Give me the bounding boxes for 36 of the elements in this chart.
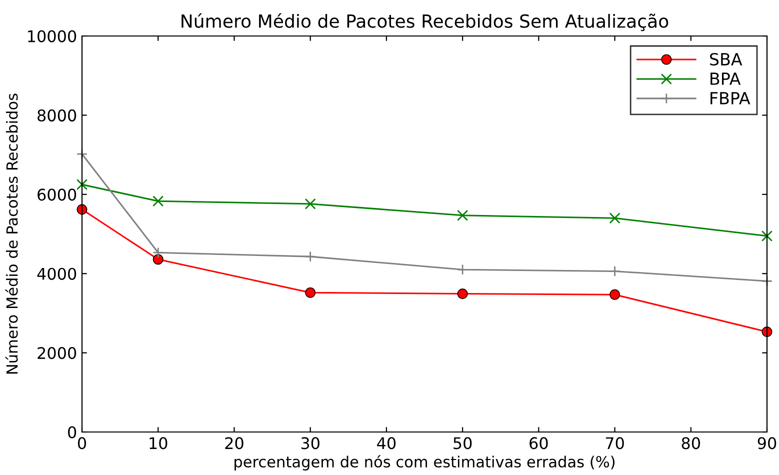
y-tick-label: 8000 [38, 109, 76, 122]
x-tick-label: 90 [758, 437, 776, 450]
x-tick-label: 10 [150, 437, 168, 450]
x-tick-label: 40 [377, 437, 396, 450]
point [609, 212, 620, 224]
y-axis-title: Número Médio de Pacotes Recebidos [5, 94, 18, 374]
x-tick-label: 80 [682, 437, 700, 450]
point [304, 198, 316, 210]
y-tick-label: 0 [68, 426, 76, 438]
x-tick-label: 70 [606, 437, 624, 450]
legend-label: SBA [710, 52, 742, 66]
point [761, 230, 773, 242]
point [304, 251, 316, 262]
x-tick-label: 0 [78, 437, 86, 450]
point [609, 266, 620, 277]
point [152, 196, 164, 207]
point [457, 210, 468, 221]
point [457, 264, 468, 276]
point [152, 247, 164, 258]
point [152, 254, 164, 265]
x-tick-label: 30 [301, 437, 320, 450]
y-tick-label: 4000 [37, 268, 76, 280]
legend-label: BPA [710, 72, 741, 85]
y-tick-label: 10000 [28, 30, 76, 42]
point [76, 178, 88, 190]
y-tick-label: 6000 [38, 188, 76, 201]
point [609, 289, 620, 300]
x-tick-label: 20 [225, 437, 244, 450]
y-tick-label: 2000 [38, 347, 76, 360]
x-tick-label: 50 [454, 437, 472, 450]
x-axis-title: percentagem de nós com estimativas erradas (%) [234, 455, 615, 470]
point [305, 287, 316, 298]
x-tick-label: 60 [530, 437, 548, 450]
point [457, 288, 468, 300]
chart-title: Número Médio de Pacotes Recebidos Sem Atualização [182, 13, 668, 32]
legend-label: FBPA [710, 92, 750, 104]
